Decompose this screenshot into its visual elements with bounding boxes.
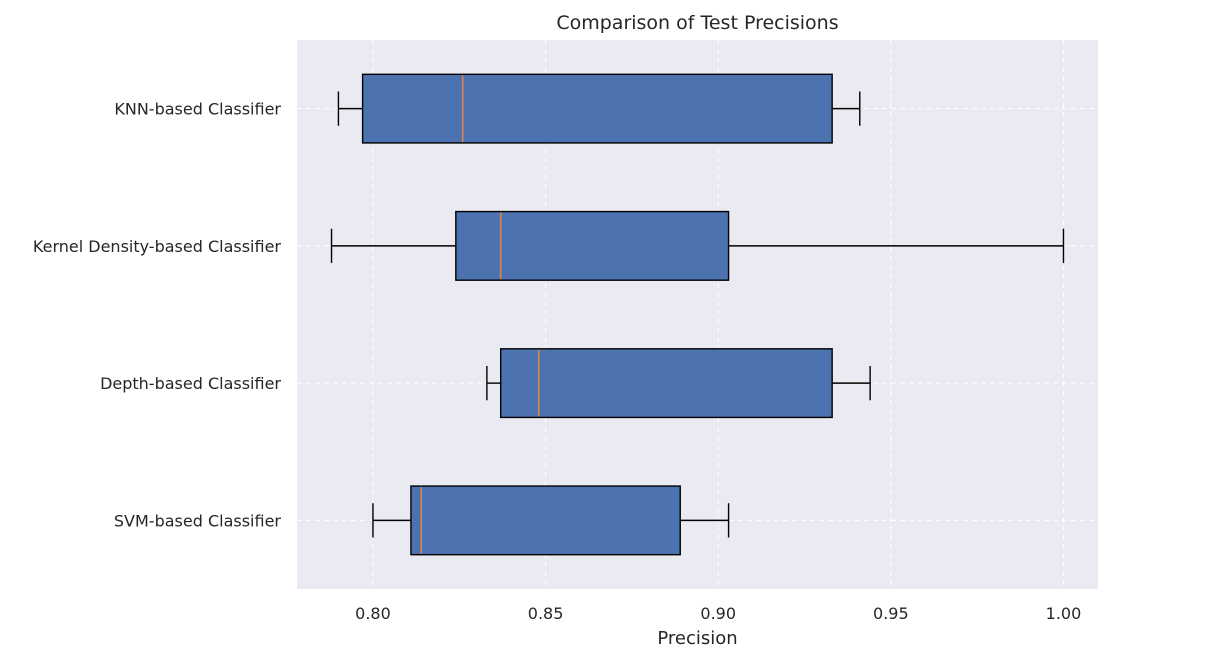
box-0 — [337, 73, 861, 144]
x-axis-label: Precision — [657, 628, 737, 649]
category-label-1: Kernel Density-based Classifier — [33, 237, 282, 256]
box-3 — [372, 485, 730, 556]
box-iqr — [410, 485, 681, 556]
box-iqr — [500, 348, 833, 419]
boxes — [330, 73, 1065, 556]
category-labels: KNN-based Classifier Kernel Density-based… — [33, 100, 282, 531]
box-1 — [330, 210, 1065, 281]
category-label-3: SVM-based Classifier — [114, 511, 282, 530]
x-tick-labels: 0.80 0.85 0.90 0.95 1.00 — [355, 604, 1081, 623]
x-tick-label-1: 0.85 — [528, 604, 564, 623]
box-iqr — [361, 73, 833, 144]
x-tick-label-2: 0.90 — [700, 604, 736, 623]
x-tick-label-0: 0.80 — [355, 604, 391, 623]
x-tick-label-4: 1.00 — [1046, 604, 1082, 623]
chart-title: Comparison of Test Precisions — [556, 12, 838, 34]
category-label-2: Depth-based Classifier — [100, 374, 281, 393]
x-tick-label-3: 0.95 — [873, 604, 909, 623]
category-label-0: KNN-based Classifier — [114, 100, 281, 119]
box-2 — [486, 348, 871, 419]
box-iqr — [455, 210, 730, 281]
